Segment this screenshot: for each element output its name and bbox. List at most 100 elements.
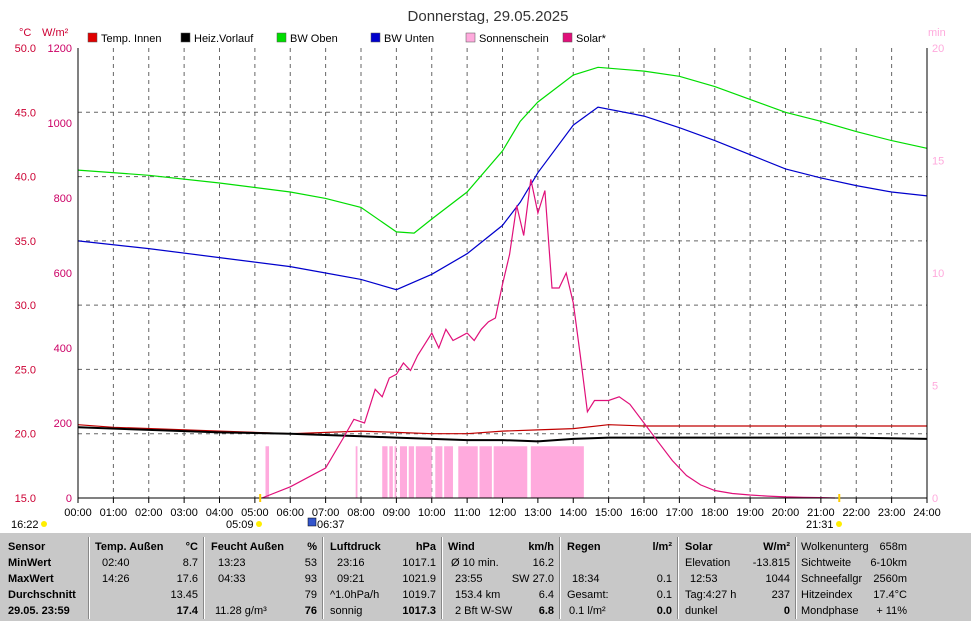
series-line-heiz-vorlauf: [77, 426, 928, 443]
sunshine-bar: [382, 446, 388, 498]
min-tick-label: 0: [932, 493, 938, 505]
pressure-header: Luftdruck: [330, 541, 381, 553]
humidity-absolute: 11.28 g/m³: [215, 605, 267, 617]
stats-panel: Sensor MinWert MaxWert Durchschnitt 29.0…: [0, 533, 971, 621]
x-tick-label: 01:00: [100, 507, 128, 519]
rain-current-value: 0.0: [656, 605, 672, 617]
legend-swatch: [180, 32, 191, 43]
sunshine-bar: [399, 446, 407, 498]
sun-icon: [41, 521, 47, 527]
rad-unit-label: W/m²: [42, 27, 69, 39]
x-tick-label: 24:00: [913, 507, 941, 519]
temp-max-time: 14:26: [102, 573, 130, 585]
x-tick-label: 17:00: [666, 507, 694, 519]
x-tick-label: 07:00: [312, 507, 340, 519]
sensor-column: Sensor MinWert MaxWert Durchschnitt 29.0…: [0, 533, 88, 621]
solar-elevation-value: -13.815: [752, 557, 790, 569]
solar-unit: W/m²: [763, 541, 790, 553]
sun-markers: 16:22 05:09 06:37 21:31: [11, 494, 842, 531]
x-tick-label: 06:00: [276, 507, 304, 519]
pressure-max-value: 1021.9: [402, 573, 436, 585]
rain-time: 18:34: [572, 573, 600, 585]
x-tick-label: 00:00: [64, 507, 92, 519]
misc-value: 6-10km: [870, 557, 907, 569]
x-tick-label: 23:00: [878, 507, 906, 519]
temp-tick-label: 15.0: [15, 493, 36, 505]
solar-day-length: Tag:4:27 h: [685, 589, 737, 601]
sunshine-bar: [355, 446, 358, 498]
sunshine-bar: [530, 446, 584, 498]
rad-tick-label: 1000: [48, 118, 72, 130]
min-tick-label: 5: [932, 381, 938, 393]
min-tick-label: 20: [932, 43, 944, 55]
misc-label: Hitzeindex: [801, 589, 853, 601]
solar-max-time: 12:53: [690, 573, 718, 585]
misc-label: Sichtweite: [801, 557, 852, 569]
wind-max-value: SW 27.0: [511, 573, 554, 585]
temp-column: Temp. Außen °C 02:40 8.7 14:26 17.6 13.4…: [90, 533, 203, 621]
humidity-column: Feucht Außen % 13:23 53 04:33 93 79 11.2…: [205, 533, 322, 621]
temp-min-value: 8.7: [182, 557, 198, 569]
x-tick-label: 11:00: [454, 507, 481, 519]
misc-value: + 11%: [876, 605, 907, 617]
misc-label: Wolkenunterg: [801, 541, 869, 553]
temp-tick-label: 40.0: [15, 172, 36, 184]
x-tick-label: 09:00: [383, 507, 411, 519]
x-tick-label: 12:00: [489, 507, 517, 519]
legend-swatch: [276, 32, 287, 43]
rain-time-value: 0.1: [656, 573, 672, 585]
misc-value: 658m: [879, 541, 907, 553]
humidity-min-value: 53: [304, 557, 317, 569]
wind-max-time: 23:55: [455, 573, 483, 585]
temp-avg-value: 13.45: [170, 589, 198, 601]
humidity-header: Feucht Außen: [211, 541, 284, 553]
misc-value: 2560m: [873, 573, 907, 585]
row-label-min: MinWert: [8, 557, 52, 569]
sunshine-bars: [265, 446, 584, 498]
temp-tick-label: 50.0: [15, 43, 36, 55]
temp-tick-label: 45.0: [15, 107, 36, 119]
grid: [78, 48, 927, 498]
sensor-header: Sensor: [8, 541, 46, 553]
temp-tick-label: 30.0: [15, 300, 36, 312]
wind-avg-label: Ø 10 min.: [451, 557, 499, 569]
wind-bft: 2 Bft W-SW: [455, 605, 513, 617]
sunshine-bar: [265, 446, 270, 498]
legend-label: Solar*: [576, 33, 607, 45]
rad-tick-label: 400: [54, 343, 72, 355]
temp-current-value: 17.4: [176, 605, 198, 617]
sunshine-bar: [435, 446, 443, 498]
row-label-max: MaxWert: [8, 573, 54, 585]
series-line-bw-oben: [77, 66, 928, 234]
x-tick-label: 16:00: [630, 507, 658, 519]
wind-distance-value: 6.4: [538, 589, 554, 601]
sensor-timestamp: 29.05. 23:59: [8, 605, 70, 617]
moon-icon: [307, 517, 317, 527]
sunshine-bar: [444, 446, 453, 498]
pressure-min-value: 1017.1: [402, 557, 436, 569]
legend-label: Sonnenschein: [479, 33, 549, 45]
sunshine-bar: [389, 446, 393, 498]
solar-elevation-label: Elevation: [685, 557, 731, 569]
temp-tick-label: 20.0: [15, 429, 36, 441]
legend: Temp. Innen Heiz.Vorlauf BW Oben BW Unten So…: [87, 32, 607, 45]
pressure-trend: ^1.0hPa/h: [330, 589, 380, 601]
solar-day-value: 237: [771, 589, 790, 601]
wind-header: Wind: [448, 541, 475, 553]
sunshine-bar: [394, 446, 397, 498]
legend-label: Temp. Innen: [101, 33, 162, 45]
rad-tick-label: 600: [54, 268, 72, 280]
x-tick-label: 15:00: [595, 507, 623, 519]
pressure-unit: hPa: [415, 541, 436, 553]
rain-total-value: 0.1: [656, 589, 672, 601]
sunshine-bar: [408, 446, 415, 498]
rain-header: Regen: [567, 541, 601, 553]
x-tick-label: 18:00: [701, 507, 729, 519]
x-tick-label: 04:00: [206, 507, 234, 519]
humidity-current-value: 76: [304, 605, 317, 617]
temp-header: Temp. Außen: [95, 541, 164, 553]
solar-header: Solar: [685, 541, 713, 553]
sunrise-label: 05:09: [226, 519, 254, 531]
pressure-min-time: 23:16: [337, 557, 365, 569]
misc-value: 17.4°C: [873, 589, 907, 601]
